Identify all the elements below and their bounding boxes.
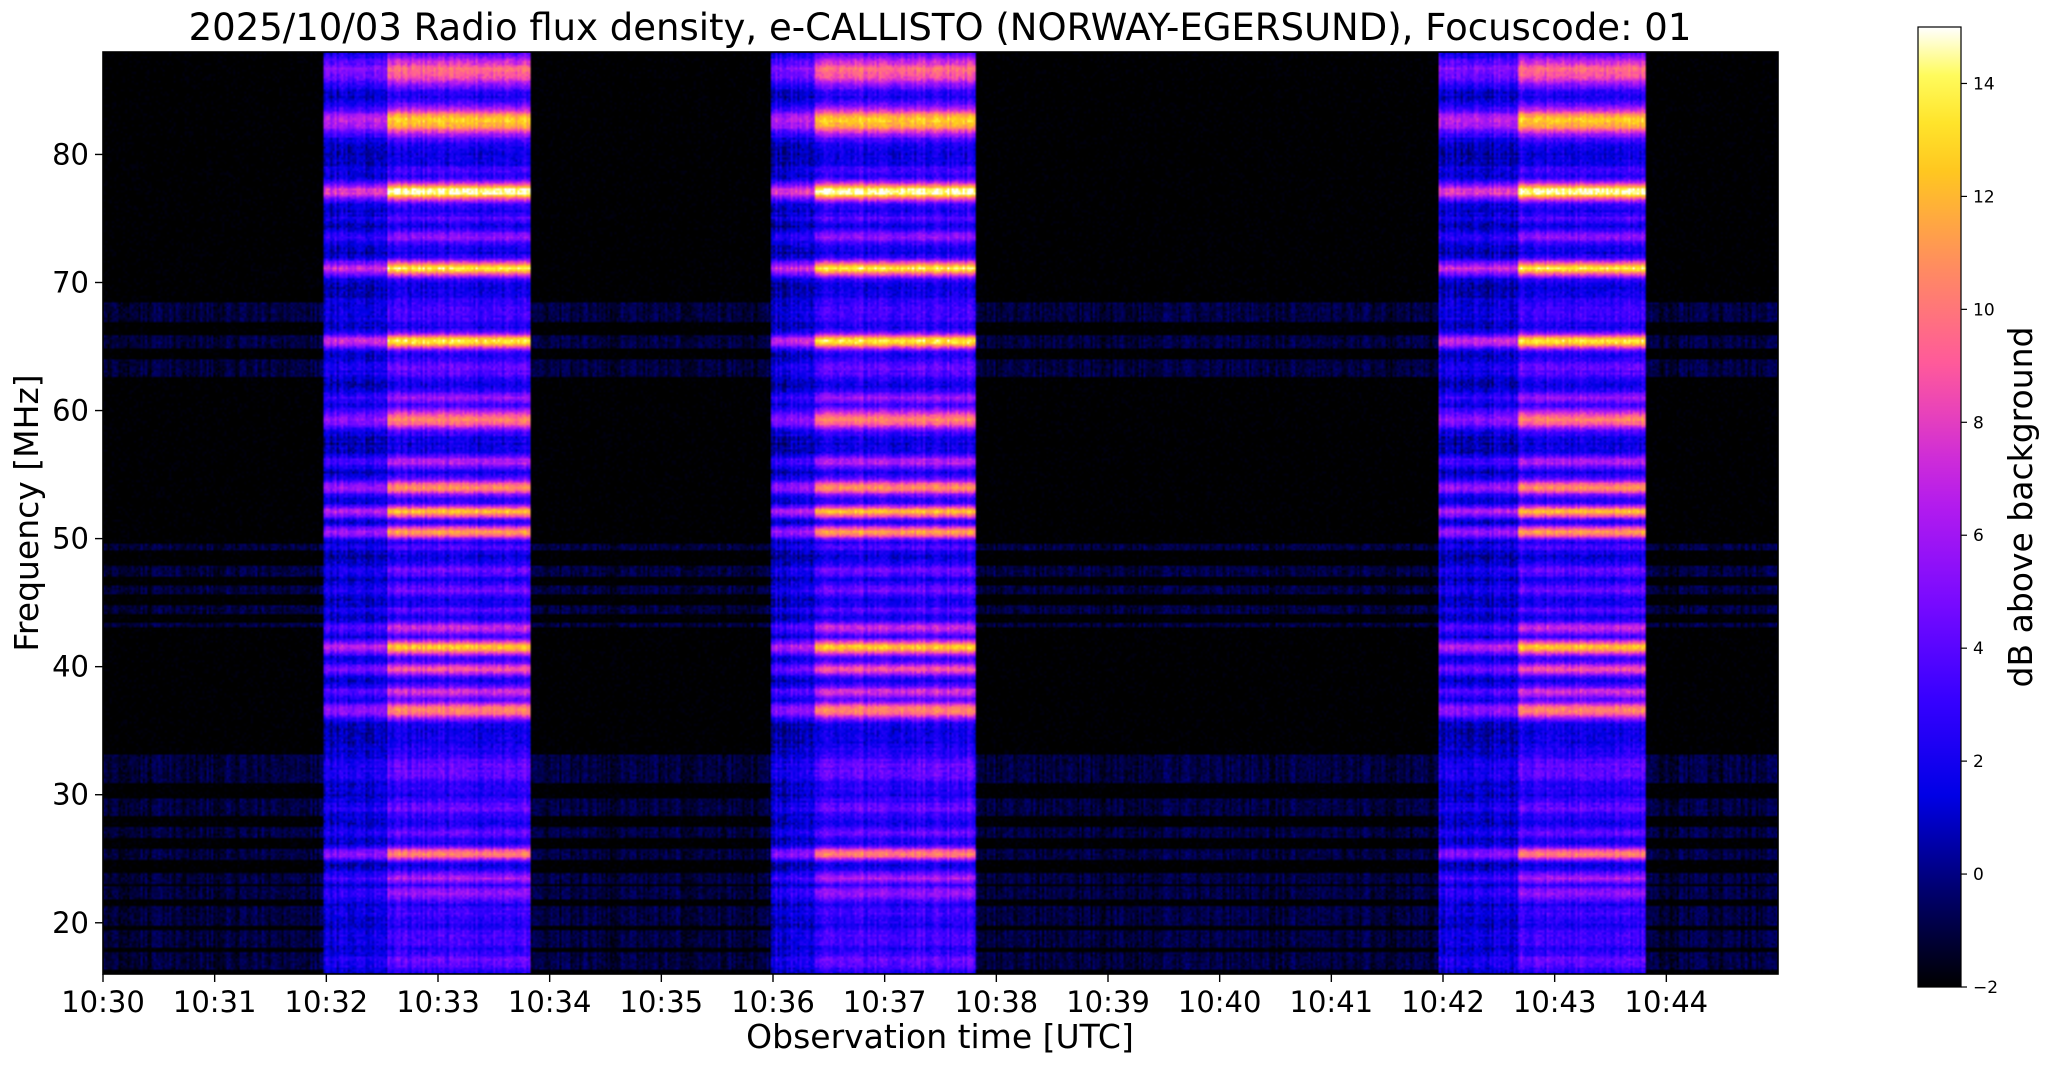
spectrogram-heatmap <box>103 52 1778 974</box>
y-tick-label: 60 <box>52 394 89 428</box>
x-tick-label: 10:43 <box>1513 985 1597 1019</box>
colorbar-tick-label: 8 <box>1973 413 1984 433</box>
x-tick-label: 10:36 <box>731 985 815 1019</box>
x-tick-label: 10:41 <box>1290 985 1374 1019</box>
y-tick-label: 50 <box>52 522 89 556</box>
colorbar-tick-label: 14 <box>1973 74 1995 94</box>
chart-title: 2025/10/03 Radio flux density, e-CALLIST… <box>189 6 1692 49</box>
x-tick-label: 10:44 <box>1625 985 1709 1019</box>
plot-frame <box>102 51 1779 975</box>
colorbar-tick-label: 4 <box>1973 639 1984 659</box>
plot-area <box>102 51 1779 975</box>
y-tick-label: 80 <box>52 137 89 171</box>
x-tick-label: 10:35 <box>620 985 704 1019</box>
x-axis: 10:30 10:31 10:32 10:33 10:34 10:35 10:36 10:37… <box>61 974 1708 1019</box>
x-tick-label: 10:34 <box>508 985 592 1019</box>
y-tick-label: 30 <box>52 778 89 812</box>
colorbar-tick-label: 6 <box>1973 526 1984 546</box>
y-axis: 20 30 40 50 60 70 80 <box>52 137 103 940</box>
colorbar: −2 0 2 4 6 8 10 12 14 dB above background <box>1917 26 2040 998</box>
colorbar-tick-label: −2 <box>1973 978 1998 998</box>
colorbar-axis: −2 0 2 4 6 8 10 12 14 <box>1961 74 1998 998</box>
x-tick-label: 10:38 <box>955 985 1039 1019</box>
x-tick-label: 10:30 <box>61 985 145 1019</box>
y-tick-label: 20 <box>52 906 89 940</box>
x-tick-label: 10:37 <box>843 985 927 1019</box>
x-tick-label: 10:31 <box>173 985 257 1019</box>
x-tick-label: 10:42 <box>1401 985 1485 1019</box>
colorbar-tick-label: 10 <box>1973 300 1995 320</box>
y-axis-label: Frequency [MHz] <box>7 374 46 651</box>
colorbar-tick-label: 12 <box>1973 187 1995 207</box>
x-tick-label: 10:40 <box>1178 985 1262 1019</box>
x-tick-label: 10:33 <box>396 985 480 1019</box>
colorbar-strip <box>1917 26 1962 988</box>
colorbar-label: dB above background <box>2001 327 2040 688</box>
colorbar-tick-label: 0 <box>1973 865 1984 885</box>
x-tick-label: 10:32 <box>285 985 369 1019</box>
x-axis-label: Observation time [UTC] <box>746 1017 1134 1056</box>
spectrogram-raster <box>103 52 1778 974</box>
colorbar-tick-label: 2 <box>1973 752 1984 772</box>
x-tick-label: 10:39 <box>1066 985 1150 1019</box>
y-tick-label: 70 <box>52 266 89 300</box>
y-tick-label: 40 <box>52 650 89 684</box>
